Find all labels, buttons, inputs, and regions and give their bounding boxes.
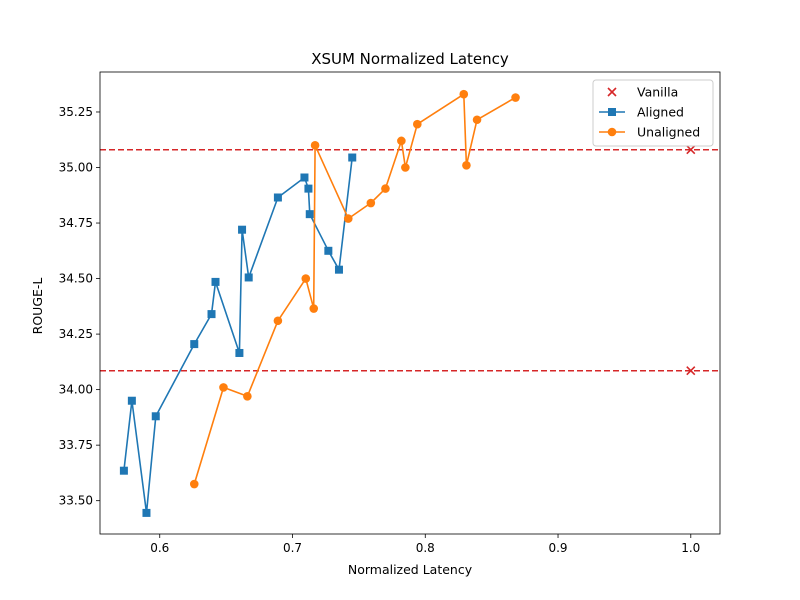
x-tick-label: 0.7 (283, 541, 302, 555)
x-tick-label: 1.0 (681, 541, 700, 555)
y-tick-label: 33.50 (59, 494, 93, 508)
data-point-unaligned (366, 198, 376, 208)
legend: Vanilla Aligned Unaligned (592, 79, 714, 147)
x-tick-label: 0.8 (416, 541, 435, 555)
y-tick-label: 35.00 (59, 161, 93, 175)
data-point-unaligned (459, 89, 469, 99)
data-point-aligned (127, 396, 136, 405)
legend-entry-unaligned: Unaligned (599, 125, 700, 140)
data-point-unaligned (413, 119, 422, 129)
x-tick-label: 0.9 (548, 541, 567, 555)
legend-label-aligned: Aligned (637, 105, 684, 120)
legend-marker-unaligned (607, 127, 617, 137)
data-point-unaligned (301, 274, 311, 283)
data-point-aligned (305, 210, 314, 219)
data-point-unaligned (397, 136, 406, 146)
data-point-vanilla-stroke-b (686, 145, 696, 155)
data-point-aligned (151, 412, 160, 421)
data-point-unaligned (472, 115, 482, 125)
data-point-aligned (304, 184, 313, 193)
data-point-unaligned (401, 163, 410, 172)
data-point-unaligned (273, 316, 283, 326)
data-point-aligned (207, 310, 216, 319)
legend-label-unaligned: Unaligned (637, 125, 700, 140)
data-point-aligned (324, 246, 333, 255)
chart-title: XSUM Normalized Latency (311, 50, 509, 68)
data-point-unaligned (189, 479, 199, 489)
y-tick-label: 34.75 (59, 216, 93, 230)
y-tick-label: 34.50 (59, 272, 93, 286)
data-point-unaligned (219, 383, 228, 392)
legend-marker-vanilla-stroke-b (607, 87, 617, 97)
x-axis-label: Normalized Latency (348, 562, 473, 577)
legend-label-vanilla: Vanilla (637, 85, 678, 100)
data-point-vanilla (686, 366, 696, 376)
legend-entry-aligned: Aligned (599, 105, 684, 120)
axes-frame (99, 71, 721, 535)
data-point-aligned (142, 508, 151, 517)
data-point-vanilla-stroke-b (686, 366, 696, 376)
data-point-unaligned (343, 214, 353, 223)
data-point-unaligned (381, 184, 390, 193)
x-tick-label: 0.6 (150, 541, 169, 555)
y-tick-label: 35.25 (59, 105, 93, 119)
legend-box (592, 79, 714, 147)
data-point-vanilla (686, 145, 696, 155)
data-point-aligned (190, 340, 199, 349)
y-axis-label: ROUGE-L (30, 278, 45, 335)
data-point-aligned (348, 153, 357, 162)
legend-entry-vanilla: Vanilla (607, 85, 678, 100)
data-point-aligned (211, 277, 220, 286)
data-point-aligned (235, 348, 244, 357)
data-point-aligned (334, 265, 343, 274)
data-point-unaligned (309, 304, 319, 313)
y-tick-label: 34.00 (59, 383, 93, 397)
data-point-unaligned (511, 93, 520, 102)
data-point-unaligned (243, 391, 252, 401)
legend-marker-vanilla (607, 87, 617, 97)
data-point-aligned (119, 466, 128, 475)
data-point-aligned (238, 225, 247, 234)
legend-marker-aligned (608, 108, 616, 116)
y-tick-label: 34.25 (59, 327, 93, 341)
data-point-aligned (300, 173, 309, 182)
data-point-aligned (273, 193, 282, 202)
data-point-unaligned (462, 160, 471, 170)
data-point-aligned (244, 273, 253, 282)
data-point-unaligned (310, 140, 320, 150)
y-tick-label: 33.75 (59, 438, 93, 452)
plot-area: 0.6 0.7 0.8 0.9 1.0 33.50 33.75 34.00 34.25 34.50… (59, 71, 721, 555)
